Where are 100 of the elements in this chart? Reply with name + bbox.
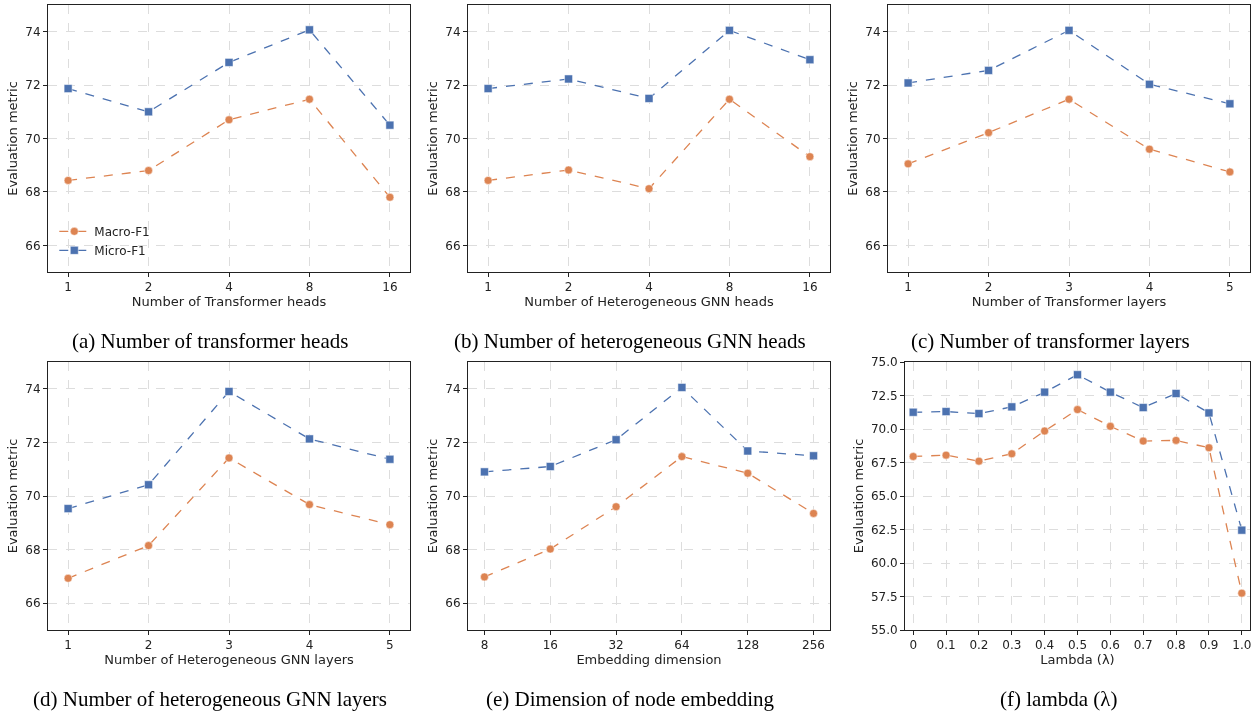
point [483, 176, 493, 185]
x-tick-label: 1 [64, 280, 72, 295]
x-tick-label: 8 [725, 280, 734, 295]
x-axis-title: Embedding dimension [576, 652, 722, 668]
x-tick-label: 0.4 [1035, 638, 1055, 653]
point [677, 383, 687, 392]
point [144, 107, 153, 117]
text: (b) Number of heterogeneous GNN heads [454, 329, 806, 353]
x-tick-label: 128 [736, 638, 760, 653]
y-tick-label: 74 [445, 24, 461, 39]
point [725, 26, 734, 35]
point [480, 467, 489, 477]
point [385, 120, 395, 130]
x-axis-title: Number of Heterogeneous GNN heads [524, 294, 774, 310]
x-tick-label: 16 [382, 280, 398, 295]
x-tick-label: 256 [802, 638, 825, 653]
point [984, 128, 993, 137]
y-tick-label: 70 [445, 131, 461, 146]
point [1064, 95, 1074, 104]
point [644, 94, 654, 103]
legend-label: Micro-F1 [94, 244, 146, 259]
point [1040, 426, 1049, 436]
y-tick-label: 74 [25, 382, 41, 396]
y-tick-label: 66 [25, 238, 41, 253]
y-tick-label: 74 [445, 382, 461, 396]
x-tick-label: 2 [144, 280, 153, 295]
y-tick-label: 74 [25, 24, 41, 39]
point [144, 480, 153, 489]
point [941, 450, 951, 460]
x-tick-label: 1 [904, 280, 912, 295]
point [305, 434, 314, 444]
x-axis-title: Number of Transformer heads [131, 294, 327, 310]
x-axis-title: Lambda (λ) [1040, 652, 1115, 668]
y-tick-label: 75.0 [870, 355, 898, 370]
point [483, 84, 493, 93]
point [903, 78, 913, 88]
text: (a) Number of transformer heads [72, 329, 349, 353]
point [908, 408, 918, 417]
y-tick-label: 60.0 [870, 556, 898, 571]
point [305, 95, 314, 104]
point [63, 574, 73, 583]
point [974, 456, 984, 466]
point [144, 166, 153, 175]
x-tick-label: 0.2 [969, 638, 989, 653]
x-tick-label: 64 [674, 638, 690, 653]
y-axis-title: Evaluation metric [850, 438, 866, 554]
x-tick-label: 5 [1226, 280, 1234, 295]
point [903, 159, 913, 169]
point [564, 74, 573, 84]
x-tick-label: 0.6 [1100, 638, 1120, 653]
y-tick-label: 68 [25, 185, 41, 200]
y-axis-title: Evaluation metric [5, 81, 21, 196]
point [725, 95, 734, 104]
y-tick-label: 70 [25, 489, 41, 504]
point [480, 572, 489, 582]
point [224, 453, 234, 463]
y-tick-label: 72 [445, 78, 461, 93]
x-tick-label: 5 [386, 638, 394, 653]
point [809, 509, 818, 518]
x-tick-label: 0.3 [1002, 638, 1022, 653]
point [224, 58, 234, 67]
y-tick-label: 72.5 [870, 388, 898, 403]
x-tick-label: 0.7 [1133, 638, 1153, 653]
point [1073, 405, 1082, 414]
x-tick-label: 0 [909, 638, 918, 653]
y-tick-label: 74 [865, 24, 881, 39]
point [1138, 403, 1148, 412]
x-tick-label: 2 [984, 280, 993, 295]
point [1204, 408, 1214, 418]
x-tick-label: 0.1 [936, 638, 956, 653]
point [611, 502, 621, 511]
x-tick-label: 1 [484, 280, 492, 295]
point [677, 452, 687, 461]
x-tick-label: 0.5 [1067, 638, 1088, 653]
x-tick-label: 0.8 [1166, 638, 1186, 653]
point [385, 455, 395, 464]
point [1138, 436, 1148, 446]
x-tick-label: 4 [225, 280, 233, 295]
point [743, 446, 752, 456]
point [908, 452, 918, 461]
x-tick-label: 1.0 [1232, 638, 1252, 653]
y-tick-label: 68 [445, 185, 461, 200]
point [1237, 588, 1247, 598]
text: (e) Dimension of node embedding [486, 687, 775, 711]
point [546, 544, 555, 554]
y-tick-label: 72 [25, 435, 41, 450]
point [941, 407, 951, 416]
y-tick-label: 70 [25, 131, 41, 146]
x-axis-title: Number of Heterogeneous GNN layers [104, 652, 354, 668]
point [305, 25, 314, 35]
y-tick-label: 66 [865, 238, 881, 253]
point [63, 504, 73, 513]
point [805, 55, 815, 64]
point [1040, 387, 1049, 397]
x-tick-label: 16 [802, 280, 818, 295]
text: (f) lambda (λ) [1000, 687, 1118, 711]
point [1171, 436, 1181, 445]
x-tick-label: 4 [1145, 280, 1154, 295]
y-tick-label: 68 [445, 542, 461, 557]
y-tick-label: 70.0 [870, 422, 898, 437]
